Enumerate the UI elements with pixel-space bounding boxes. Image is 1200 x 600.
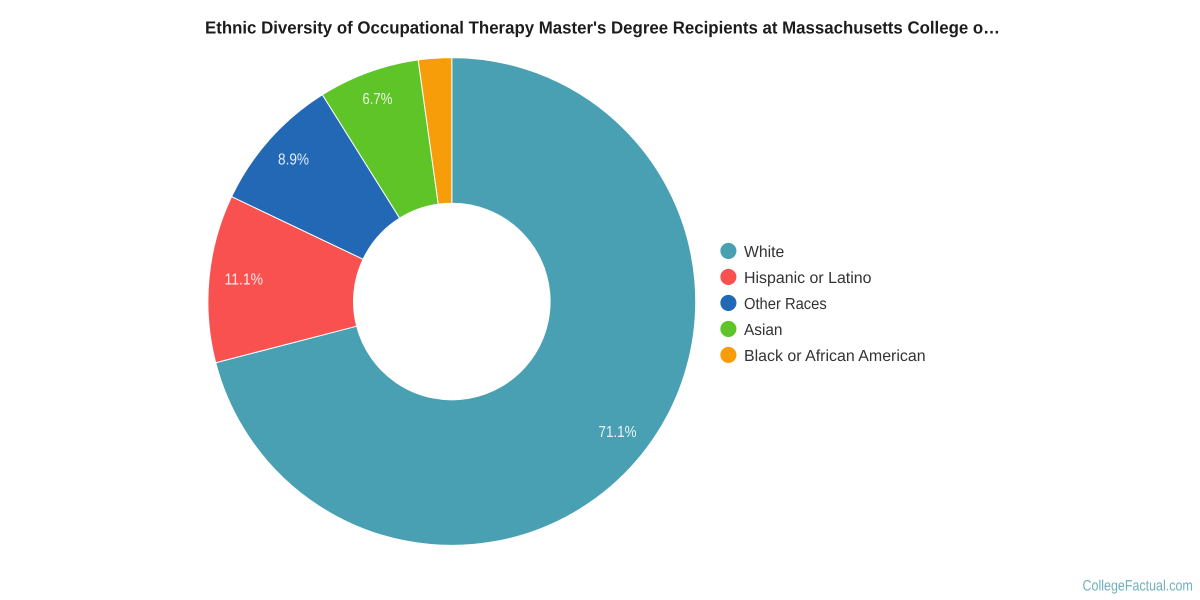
svg-text:Asian: Asian: [744, 322, 783, 339]
svg-text:CollegeFactual.com: CollegeFactual.com: [1083, 578, 1193, 595]
svg-text:White: White: [744, 244, 784, 261]
svg-text:Black or African American: Black or African American: [744, 348, 926, 365]
svg-text:8.9%: 8.9%: [278, 152, 309, 169]
svg-text:11.1%: 11.1%: [225, 271, 264, 288]
svg-text:71.1%: 71.1%: [599, 424, 637, 441]
svg-text:Ethnic Diversity of Occupation: Ethnic Diversity of Occupational Therapy…: [205, 18, 1000, 38]
svg-text:6.7%: 6.7%: [362, 91, 392, 108]
svg-text:Other Races: Other Races: [744, 296, 827, 313]
svg-text:Hispanic or Latino: Hispanic or Latino: [744, 270, 872, 287]
